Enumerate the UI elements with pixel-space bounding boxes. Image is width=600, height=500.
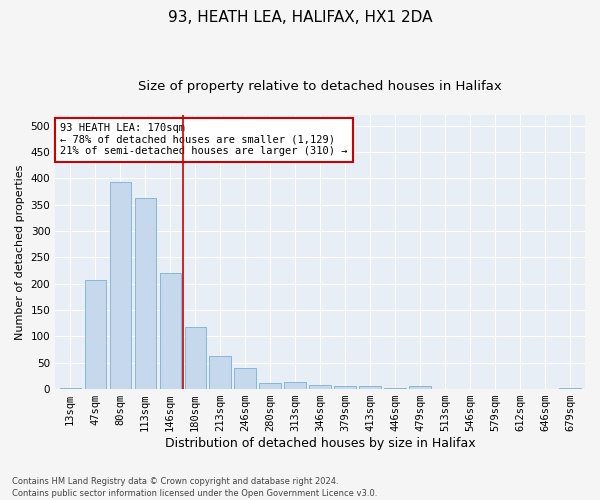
Bar [185, 327, 206, 389]
X-axis label: Distribution of detached houses by size in Halifax: Distribution of detached houses by size … [165, 437, 475, 450]
Bar [460, 388, 481, 389]
Y-axis label: Number of detached properties: Number of detached properties [15, 164, 25, 340]
Bar [160, 272, 181, 389]
Bar [310, 386, 331, 389]
Title: Size of property relative to detached houses in Halifax: Size of property relative to detached ho… [138, 80, 502, 93]
Bar [85, 280, 106, 389]
Text: Contains HM Land Registry data © Crown copyright and database right 2024.
Contai: Contains HM Land Registry data © Crown c… [12, 476, 377, 498]
Bar [284, 382, 306, 389]
Bar [385, 388, 406, 389]
Bar [259, 383, 281, 389]
Text: 93 HEATH LEA: 170sqm
← 78% of detached houses are smaller (1,129)
21% of semi-de: 93 HEATH LEA: 170sqm ← 78% of detached h… [61, 123, 348, 156]
Bar [559, 388, 581, 389]
Bar [209, 356, 231, 389]
Bar [134, 198, 156, 389]
Bar [409, 386, 431, 389]
Bar [434, 388, 455, 389]
Bar [235, 368, 256, 389]
Bar [334, 386, 356, 389]
Bar [359, 386, 380, 389]
Text: 93, HEATH LEA, HALIFAX, HX1 2DA: 93, HEATH LEA, HALIFAX, HX1 2DA [168, 10, 432, 25]
Bar [110, 182, 131, 389]
Bar [59, 388, 81, 389]
